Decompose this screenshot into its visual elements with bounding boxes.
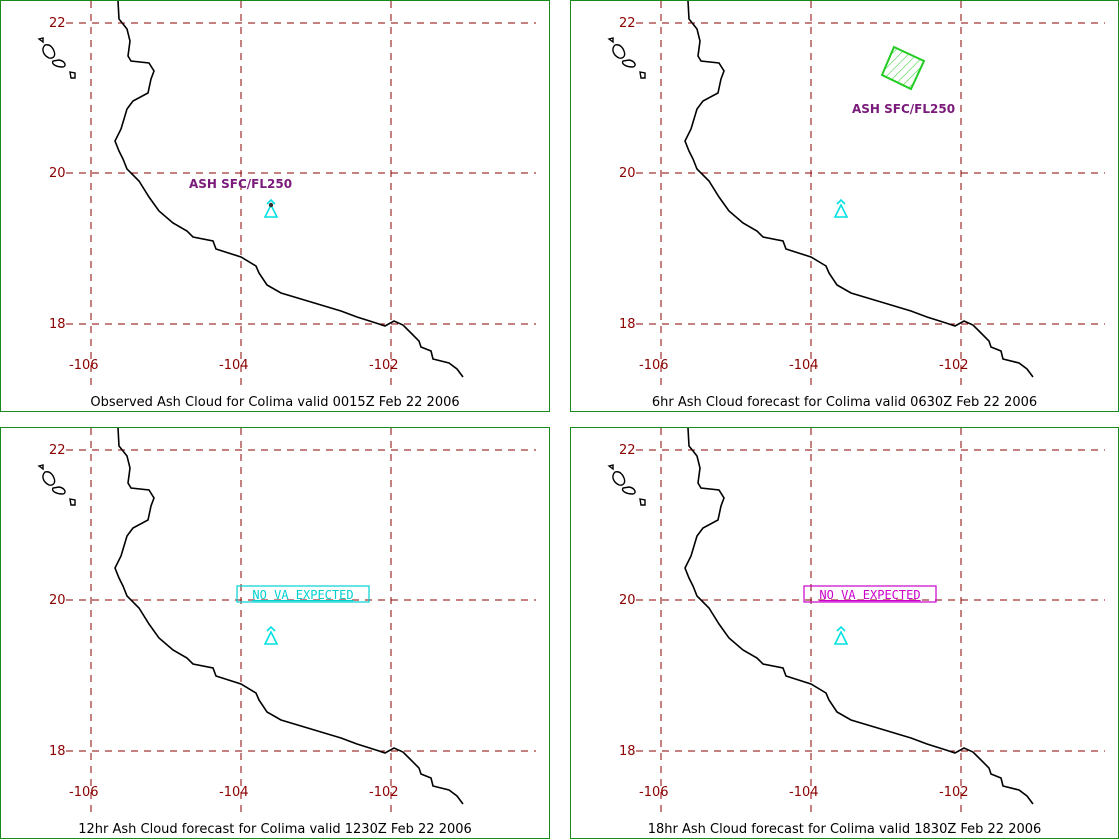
no-va-label: NO VA EXPECTED — [252, 588, 353, 602]
lon-label-104: -104 — [219, 785, 249, 800]
map-svg: NO VA EXPECTED 22 20 18 -106 -104 -102 — [607, 428, 1105, 813]
panel-caption: 18hr Ash Cloud forecast for Colima valid… — [647, 822, 1042, 837]
volcano-triangle-icon — [833, 625, 849, 645]
map-panel-observed: 22 20 18 -106 -104 -102 ASH SFC/FL250 Ob… — [0, 0, 550, 412]
lat-label-18: 18 — [619, 744, 636, 759]
ash-level-label: ASH SFC/FL250 — [852, 102, 955, 116]
lon-label-102: -102 — [939, 785, 969, 800]
lon-label-102: -102 — [939, 358, 969, 373]
lon-label-102: -102 — [369, 785, 399, 800]
no-va-box — [236, 585, 370, 603]
coastline — [114, 1, 464, 378]
island-outline-icon — [37, 37, 76, 79]
map-svg: NO VA EXPECTED 22 20 18 -106 -104 -102 — [37, 428, 536, 813]
lon-label-106: -106 — [639, 358, 669, 373]
lat-label-22: 22 — [619, 16, 636, 31]
lat-label-22: 22 — [49, 443, 66, 458]
panel-caption: 6hr Ash Cloud forecast for Colima valid … — [651, 395, 1038, 410]
ash-cloud-polygon — [880, 45, 926, 91]
no-va-box — [803, 585, 937, 603]
map-panel-6hr: 22 20 18 -106 -104 -102 ASH SFC/FL250 6h… — [570, 0, 1119, 412]
grid-lines — [636, 1, 1105, 386]
panel-caption: 12hr Ash Cloud forecast for Colima valid… — [78, 822, 472, 837]
lon-label-106: -106 — [639, 785, 669, 800]
volcano-triangle-icon — [263, 625, 279, 645]
lat-label-22: 22 — [49, 16, 66, 31]
lat-label-20: 20 — [49, 593, 66, 608]
grid-lines — [66, 428, 536, 813]
volcano-triangle-icon — [263, 198, 279, 218]
grid-lines — [636, 428, 1105, 813]
island-outline-icon — [37, 464, 76, 506]
map-panel-12hr: NO VA EXPECTED 22 20 18 -106 -104 -102 1… — [0, 427, 550, 839]
panel-caption: Observed Ash Cloud for Colima valid 0015… — [90, 395, 460, 410]
grid-lines — [66, 1, 536, 386]
map-panel-18hr: NO VA EXPECTED 22 20 18 -106 -104 -102 1… — [570, 427, 1119, 839]
lon-label-104: -104 — [789, 785, 819, 800]
volcano-triangle-icon — [833, 198, 849, 218]
lon-label-106: -106 — [69, 358, 99, 373]
lat-label-18: 18 — [619, 317, 636, 332]
lat-label-20: 20 — [619, 166, 636, 181]
lat-label-20: 20 — [49, 166, 66, 181]
lat-label-18: 18 — [49, 317, 66, 332]
no-va-label: NO VA EXPECTED — [819, 588, 920, 602]
island-outline-icon — [607, 464, 646, 506]
lat-label-22: 22 — [619, 443, 636, 458]
island-outline-icon — [607, 37, 646, 79]
lon-label-106: -106 — [69, 785, 99, 800]
lon-label-104: -104 — [789, 358, 819, 373]
coastline — [684, 1, 1034, 378]
lat-label-18: 18 — [49, 744, 66, 759]
coastline — [684, 428, 1034, 805]
map-svg: 22 20 18 -106 -104 -102 ASH SFC/FL250 — [607, 1, 1105, 386]
lon-label-102: -102 — [369, 358, 399, 373]
lat-label-20: 20 — [619, 593, 636, 608]
coastline — [114, 428, 464, 805]
lon-label-104: -104 — [219, 358, 249, 373]
map-svg: 22 20 18 -106 -104 -102 ASH SFC/FL250 — [37, 1, 536, 386]
ash-level-label: ASH SFC/FL250 — [189, 177, 292, 191]
